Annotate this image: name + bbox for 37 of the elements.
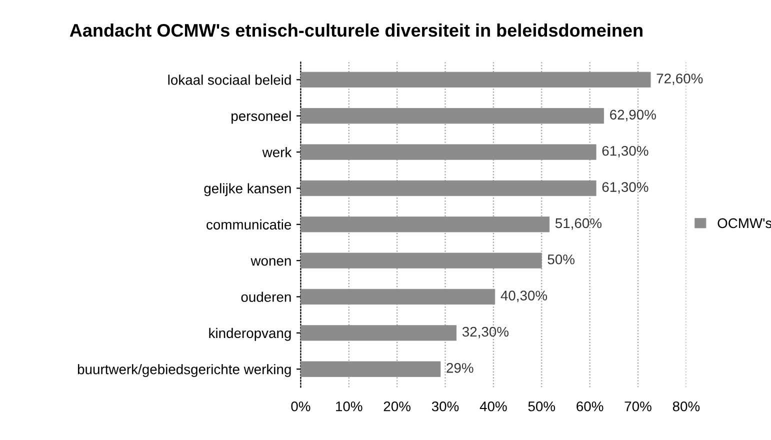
x-tick-label: 0% [291,401,310,412]
y-tick-label: werk [262,147,292,158]
y-tick-label: personeel [232,110,291,124]
bar [300,325,457,341]
x-tick-label: 40% [480,401,507,412]
bar [300,216,550,232]
x-tick-label: 50% [528,401,556,412]
y-tick-label: kinderopvang [209,328,291,341]
data-label: 50% [548,254,574,264]
y-tick-label: lokaal sociaal beleid [168,74,291,85]
bar [300,72,651,88]
x-tick-label: 10% [336,401,362,412]
bar [300,361,441,377]
y-tick-label: ouderen [241,292,291,302]
data-label: 72,60% [656,74,703,86]
y-tick-label: buurtwerk/gebiedsgerichte werking [78,364,291,378]
x-tick-label: 20% [384,401,410,412]
y-tick-label: gelijke kansen [204,183,291,196]
data-label: 62,90% [610,110,656,122]
y-tick-label: communicatie [206,219,292,230]
x-tick-label: 70% [624,401,652,412]
x-tick-label: 30% [432,401,459,412]
data-label: 40,30% [500,290,548,302]
bar [300,108,604,124]
x-tick-label: 80% [672,401,700,412]
x-tick-label: 60% [576,401,604,412]
data-label: 32,30% [462,326,509,338]
bar [300,288,496,305]
data-label: 51,60% [555,218,602,230]
chart-title: Aandacht OCMW's etnisch-culturele diversiteit in beleidsdomeinen [70,24,642,37]
y-tick-label: wonen [250,258,291,266]
data-label: 61,30% [602,146,648,158]
bar [300,180,596,196]
data-label: 29% [446,363,474,373]
bar [300,144,596,160]
data-label: 61,30% [602,182,648,194]
bar [300,252,542,268]
